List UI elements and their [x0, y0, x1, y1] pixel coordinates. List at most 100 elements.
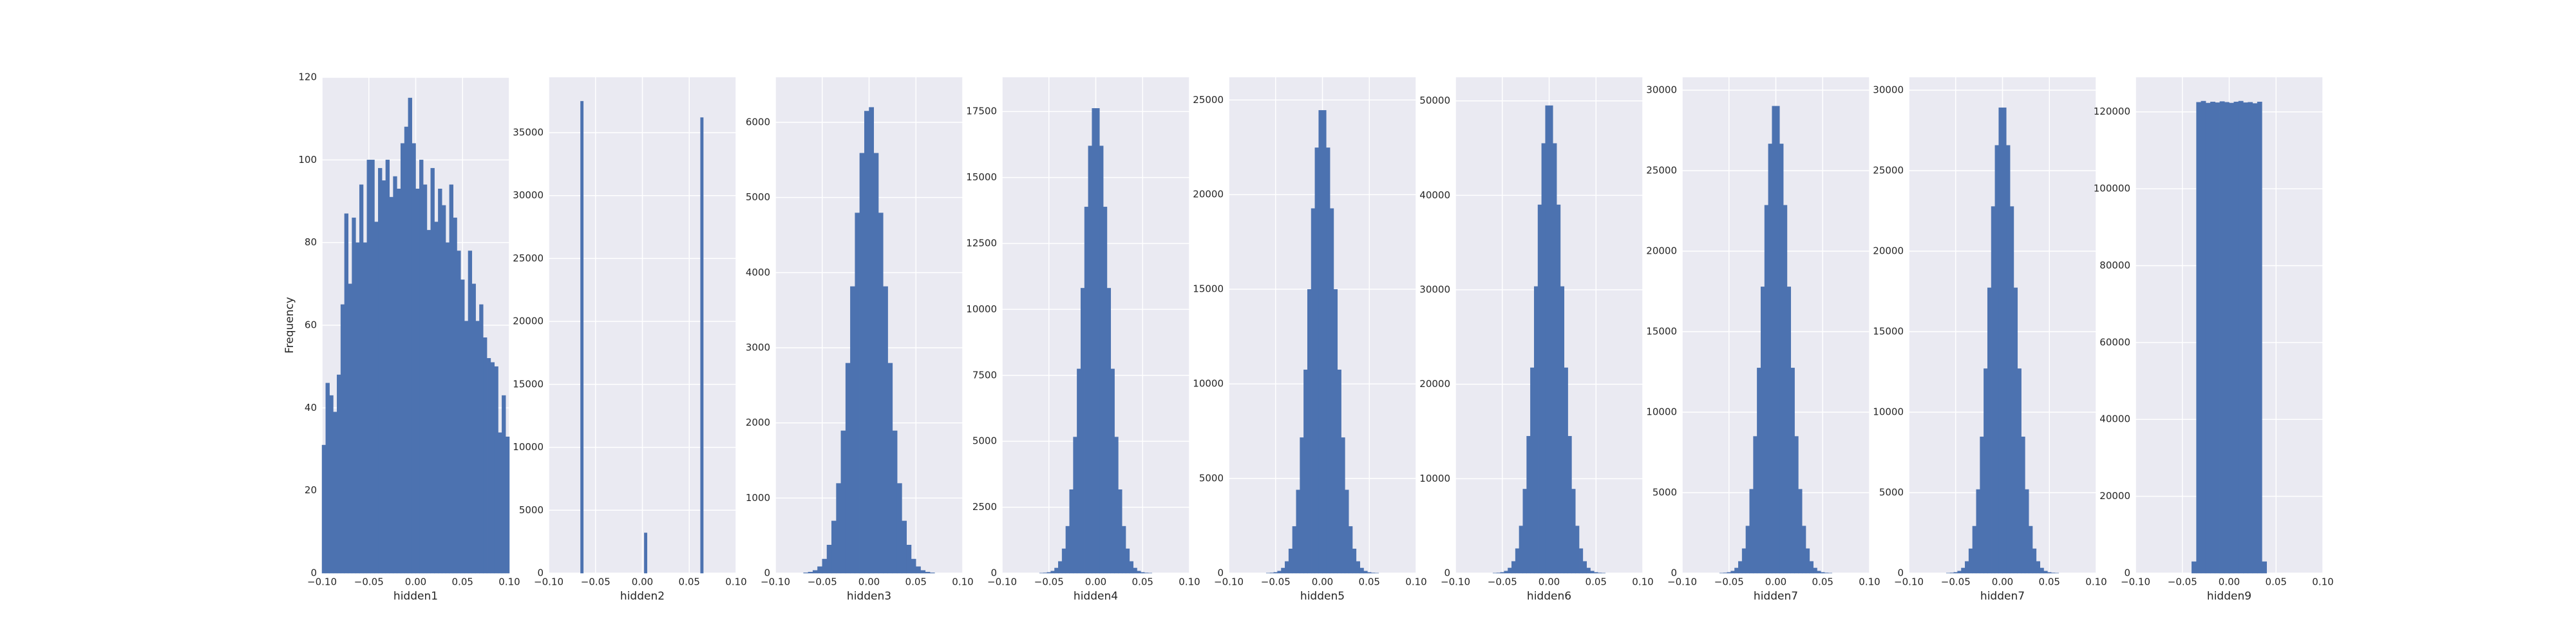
histogram-bar — [2224, 102, 2230, 574]
y-tick-label: 0 — [764, 567, 770, 579]
histogram-bar — [1582, 561, 1587, 574]
y-tick-label: 2500 — [972, 501, 997, 513]
histogram-bar — [2021, 437, 2025, 574]
histogram-bar — [916, 566, 921, 574]
histogram-bar — [1054, 567, 1059, 574]
y-tick-label: 5000 — [972, 435, 997, 447]
histogram-bar — [426, 230, 431, 574]
histogram-bar — [700, 117, 704, 574]
histogram-bar — [415, 189, 420, 574]
histogram-bar — [1794, 436, 1799, 574]
histogram-bar — [2002, 108, 2007, 574]
histogram-bar — [2192, 561, 2197, 574]
histogram-bar — [1757, 368, 1761, 574]
histogram-bar — [1972, 526, 1977, 574]
histogram-bar — [817, 566, 822, 574]
histogram-bar — [1571, 489, 1576, 574]
y-tick-label: 10000 — [1193, 378, 1224, 390]
histogram-bar — [479, 304, 484, 574]
histogram-bar — [453, 217, 457, 574]
y-tick-label: 120000 — [2094, 106, 2130, 117]
histogram-bar — [1088, 146, 1092, 574]
x-tick-label: 0.05 — [1812, 576, 1833, 588]
x-tick-label: 0.10 — [1405, 576, 1426, 588]
histogram-bar — [1137, 571, 1141, 574]
histogram-bar — [1311, 208, 1316, 574]
x-tick-label: 0.10 — [2085, 576, 2107, 588]
x-tick-label: 0.10 — [1179, 576, 1200, 588]
histogram-bar — [1779, 144, 1784, 574]
histogram-bar — [1772, 106, 1776, 574]
histogram-bar — [1980, 437, 1984, 574]
histogram-bar — [1809, 561, 1814, 574]
y-tick-label: 0 — [1897, 567, 1904, 579]
histogram-bar — [580, 100, 584, 574]
histogram-bar — [329, 395, 334, 574]
y-tick-label: 0 — [990, 567, 997, 579]
histogram-bar — [378, 167, 383, 574]
histogram-bar — [2233, 101, 2239, 574]
x-tick-label: 0.00 — [1312, 576, 1333, 588]
x-tick-label: 0.10 — [725, 576, 746, 588]
histogram-bar — [864, 111, 869, 574]
y-tick-label: 12500 — [966, 238, 997, 249]
x-tick-label: −0.05 — [1714, 576, 1744, 588]
histogram-bar — [381, 180, 386, 574]
x-axis-label: hidden9 — [2207, 590, 2251, 603]
histogram-bar — [445, 242, 450, 574]
x-axis-label: hidden7 — [1980, 590, 2025, 603]
histogram-bar — [1352, 549, 1357, 574]
histogram-bar — [1549, 105, 1553, 574]
histogram-bar — [1564, 367, 1568, 574]
y-tick-label: 3000 — [746, 342, 770, 354]
x-tick-label: 0.00 — [1765, 576, 1786, 588]
x-tick-label: −0.05 — [2168, 576, 2197, 588]
y-tick-label: 20000 — [2099, 490, 2130, 502]
histogram-bar — [1133, 567, 1137, 574]
histogram-bar — [1976, 489, 1980, 574]
histogram-bar — [883, 286, 888, 574]
histogram-bar — [1069, 489, 1074, 574]
histogram-bar — [1322, 110, 1327, 574]
y-tick-label: 120 — [298, 71, 317, 83]
histogram-bar — [400, 143, 405, 574]
histogram-bar — [1553, 143, 1557, 574]
histogram-bar — [483, 337, 488, 574]
histogram-bar — [1533, 286, 1539, 574]
histogram-bar — [2032, 548, 2037, 574]
histogram-bar — [1125, 548, 1130, 574]
histogram-bar — [1114, 437, 1119, 574]
histogram-bar — [1356, 561, 1360, 574]
histogram-bar — [1129, 561, 1133, 574]
histogram-bar — [1768, 144, 1772, 574]
histogram-bar — [408, 97, 412, 574]
x-tick-label: −0.10 — [1894, 576, 1924, 588]
histogram-bar — [892, 430, 898, 574]
histogram-bar — [475, 321, 480, 574]
x-tick-label: 0.05 — [905, 576, 927, 588]
histogram-bar — [1586, 567, 1591, 574]
x-tick-label: 0.10 — [498, 576, 520, 588]
histogram-bar — [1522, 489, 1527, 574]
histogram-bar — [494, 366, 498, 574]
histogram-bar — [359, 184, 364, 574]
y-tick-label: 80000 — [2099, 260, 2130, 271]
y-tick-label: 30000 — [513, 189, 544, 201]
y-tick-label: 5000 — [1879, 487, 1904, 498]
x-tick-label: −0.10 — [1214, 576, 1244, 588]
y-tick-label: 25000 — [1193, 94, 1224, 106]
histogram-bar — [1813, 567, 1817, 574]
x-tick-label: −0.10 — [2121, 576, 2150, 588]
histogram-bar — [1790, 368, 1795, 574]
histogram-bar — [1567, 436, 1572, 574]
histogram-bar — [1541, 143, 1546, 574]
histogram-bar — [1515, 548, 1520, 574]
y-tick-label: 30000 — [1419, 284, 1450, 296]
histogram-bar — [430, 167, 435, 574]
x-tick-label: 0.00 — [1085, 576, 1106, 588]
histogram-bar — [1345, 489, 1349, 574]
histogram-bar — [1359, 567, 1364, 574]
histogram-bar — [2040, 567, 2044, 574]
histogram-bar — [1110, 368, 1115, 574]
histogram-bar — [2248, 102, 2253, 574]
